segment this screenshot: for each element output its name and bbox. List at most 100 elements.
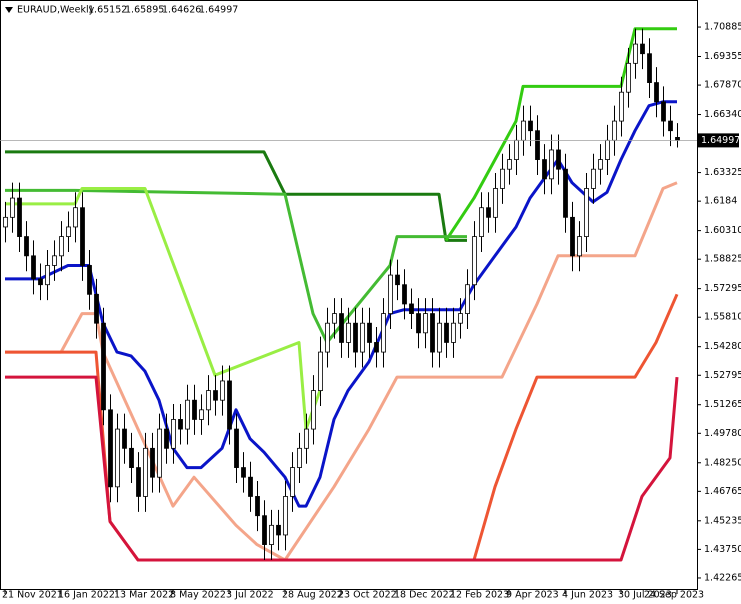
candle-body <box>220 380 225 401</box>
y-tick-label: 1.57295 <box>704 283 741 294</box>
candle-body <box>570 216 575 257</box>
candle-body <box>549 149 554 180</box>
y-tick-label: 1.43750 <box>704 544 741 555</box>
candle-body <box>388 274 393 314</box>
candle-body <box>150 447 155 478</box>
indicator-line <box>5 375 679 562</box>
candle-body <box>52 255 57 266</box>
y-tick-label: 1.67870 <box>704 80 741 91</box>
candle-body <box>374 342 379 353</box>
candle-body <box>353 322 358 353</box>
candle-body <box>164 428 169 449</box>
candle-body <box>108 409 113 488</box>
candle-body <box>332 313 337 324</box>
candle-body <box>318 351 323 391</box>
y-tick-label: 1.66340 <box>704 109 741 120</box>
candle-body <box>290 467 295 497</box>
x-tick-label: 3 Jul 2022 <box>226 590 274 601</box>
candle-body <box>675 137 680 141</box>
candle-body <box>577 236 582 257</box>
candle-body <box>192 399 197 420</box>
candle-body <box>444 322 449 343</box>
indicator-line <box>5 188 467 344</box>
candle-body <box>395 274 400 286</box>
candle-body <box>479 207 484 237</box>
candle-body <box>339 313 344 343</box>
candle-body <box>87 265 92 295</box>
x-tick-label: 8 May 2022 <box>170 590 226 601</box>
candle-body <box>402 284 407 305</box>
candle-body <box>31 255 36 280</box>
candle-body <box>17 197 22 237</box>
candle-body <box>619 91 624 122</box>
candle-body <box>283 496 288 536</box>
candle-body <box>381 313 386 353</box>
candle-body <box>241 467 246 478</box>
candle-body <box>647 53 652 83</box>
candle-body <box>416 313 421 334</box>
indicator-line <box>5 150 467 242</box>
candle-body <box>486 207 491 218</box>
x-tick-label: 28 Aug 2022 <box>282 590 343 601</box>
candle-body <box>605 139 610 160</box>
y-tick-label: 1.69355 <box>704 51 741 62</box>
candle-body <box>276 524 281 536</box>
candle-body <box>178 419 183 430</box>
x-tick-label: 12 Feb 2023 <box>450 590 509 601</box>
y-tick-label: 1.63325 <box>704 167 741 178</box>
candle-body <box>325 322 330 353</box>
candle-body <box>493 188 498 218</box>
candle-body <box>206 390 211 411</box>
y-tick-label: 1.58825 <box>704 254 741 265</box>
candle-body <box>59 236 64 257</box>
candle-body <box>3 216 8 228</box>
candle-body <box>227 380 232 430</box>
candle-body <box>409 303 414 314</box>
y-tick-label: 1.51265 <box>704 399 741 410</box>
x-tick-label: 9 Apr 2023 <box>506 590 559 601</box>
candle-body <box>451 322 456 343</box>
x-tick-label: 23 Oct 2022 <box>338 590 397 601</box>
plot-frame <box>0 0 698 590</box>
candle-body <box>185 399 190 430</box>
candle-body <box>437 322 442 353</box>
candle-body <box>591 168 596 189</box>
y-tick-label: 1.45235 <box>704 515 741 526</box>
indicator-line <box>5 187 322 431</box>
y-tick-label: 1.54280 <box>704 341 741 352</box>
candle-body <box>654 82 659 103</box>
candle-body <box>66 226 71 237</box>
candle-body <box>598 159 603 170</box>
y-tick-label: 1.55810 <box>704 312 741 323</box>
candle-body <box>45 265 50 286</box>
y-tick-label: 1.52795 <box>704 370 741 381</box>
candle-body <box>94 293 99 324</box>
candle-body <box>297 447 302 468</box>
candle-body <box>73 207 78 228</box>
symbol-menu-arrow[interactable] <box>5 7 13 13</box>
candle-body <box>430 313 435 353</box>
candle-body <box>304 428 309 449</box>
candle-body <box>269 524 274 545</box>
indicator-line <box>5 100 677 508</box>
candle-body <box>122 428 127 449</box>
y-tick-label: 1.42265 <box>704 572 741 583</box>
candle-body <box>500 168 505 189</box>
symbol-title: EURAUD,Weekly <box>17 5 95 16</box>
candle-body <box>626 62 631 93</box>
open-value: 1.65152 <box>88 5 127 16</box>
candle-body <box>346 322 351 343</box>
candle-body <box>465 284 470 314</box>
candle-body <box>360 322 365 353</box>
candle-body <box>262 515 267 545</box>
candle-body <box>458 313 463 324</box>
candle-body <box>521 120 526 141</box>
candle-body <box>157 428 162 478</box>
candle-body <box>143 447 148 497</box>
candle-body <box>213 390 218 401</box>
candle-body <box>24 236 29 257</box>
candle-body <box>661 101 666 122</box>
current-price-label: 1.64997 <box>701 135 740 146</box>
candle-body <box>248 476 253 497</box>
